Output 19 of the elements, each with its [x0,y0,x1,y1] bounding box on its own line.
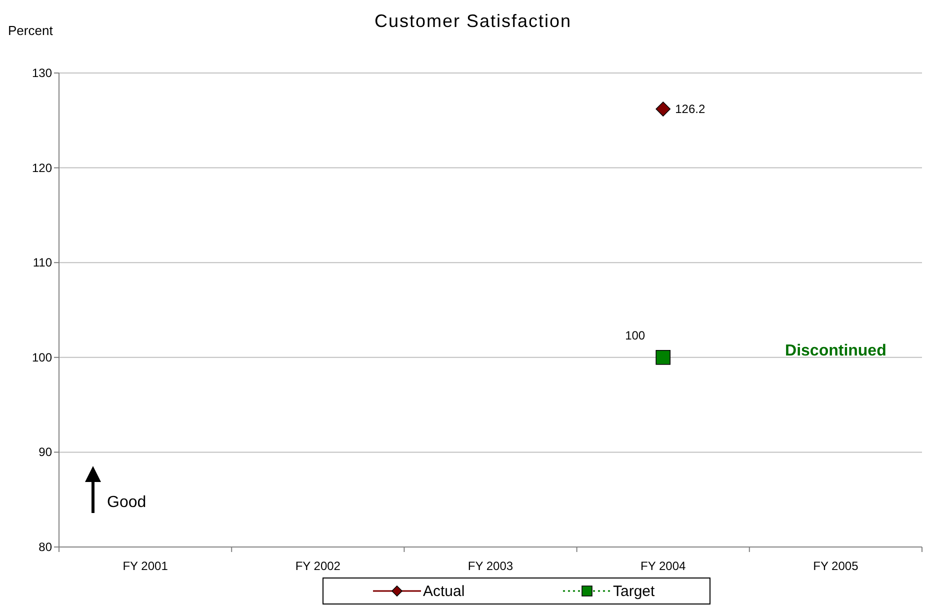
chart-title: Customer Satisfaction [374,11,572,31]
y-tick-label: 110 [32,256,52,270]
data-label: 100 [625,328,646,342]
y-tick-label: 130 [32,66,52,80]
y-axis-title: Percent [8,23,54,38]
x-tick-label: FY 2005 [813,559,859,573]
y-tick-label: 90 [38,445,52,460]
x-tick-label: FY 2002 [295,559,341,573]
annotation: Good [107,494,146,511]
data-label: 126.2 [675,102,706,116]
legend-label: Actual [423,583,465,600]
y-tick-label: 120 [32,160,52,175]
x-tick-label: FY 2003 [468,559,514,573]
x-tick-label: FY 2004 [640,559,686,573]
annotation: Discontinued [785,342,886,360]
legend-label: Target [613,583,656,600]
y-tick-label: 80 [38,540,52,554]
x-tick-label: FY 2001 [122,559,168,573]
y-tick-label: 100 [32,350,52,364]
